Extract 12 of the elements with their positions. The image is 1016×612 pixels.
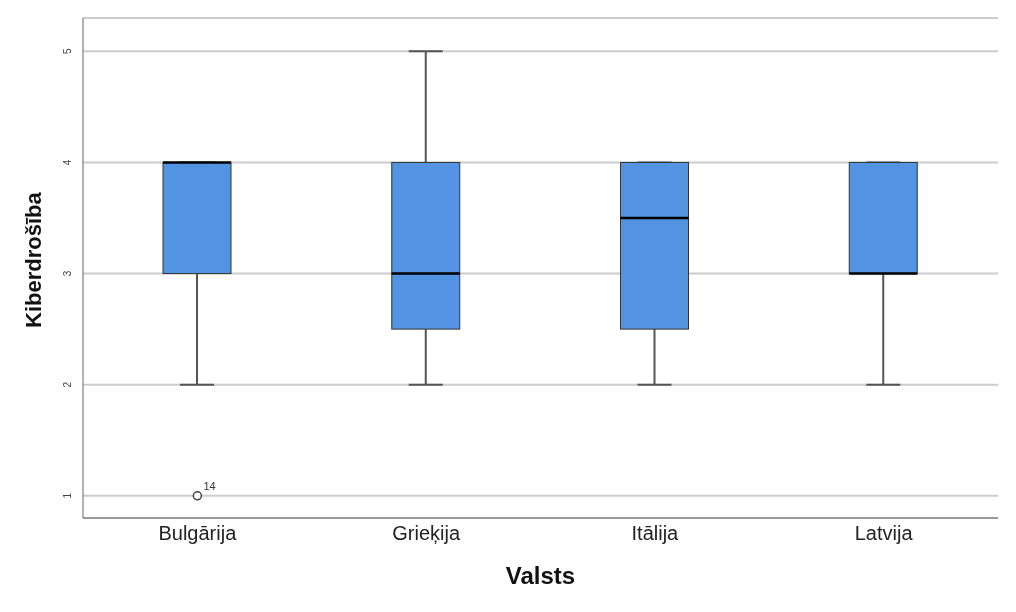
y-tick-label: 5 bbox=[62, 48, 73, 55]
y-tick-label: 3 bbox=[62, 270, 73, 277]
x-tick-label: Latvija bbox=[854, 522, 914, 545]
x-tick-label: Grieķija bbox=[392, 522, 461, 545]
x-tick-label: Itālija bbox=[631, 522, 680, 545]
y-tick-label: 4 bbox=[62, 159, 73, 166]
x-tick-label: Bulgārija bbox=[158, 522, 238, 545]
y-axis-title: Kiberdrošība bbox=[20, 191, 46, 328]
x-axis-title: Valsts bbox=[505, 562, 576, 589]
y-tick-label: 1 bbox=[62, 492, 73, 499]
annotation: 14 bbox=[203, 479, 216, 492]
y-tick-label: 2 bbox=[62, 381, 73, 388]
